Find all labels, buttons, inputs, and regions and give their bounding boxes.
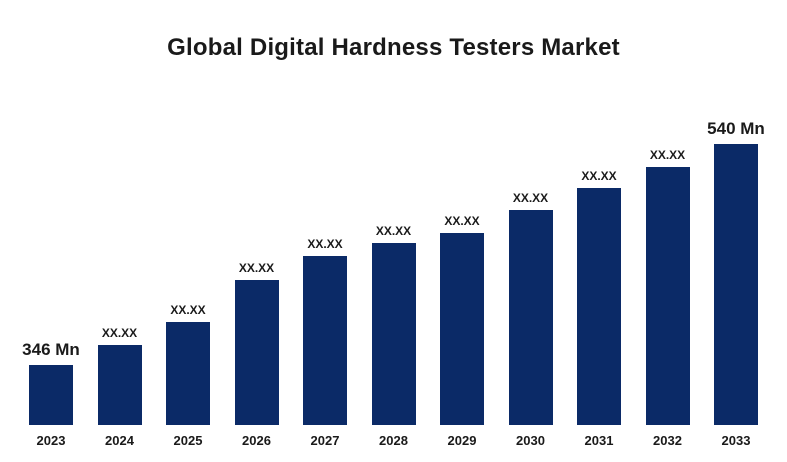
x-tick-label: 2030 — [516, 433, 545, 448]
bar-2031 — [577, 188, 621, 425]
x-tick-label: 2025 — [173, 433, 203, 448]
x-tick-label: 2033 — [721, 433, 751, 448]
bar-value-label: XX.XX — [649, 148, 686, 162]
bar-group-2028: XX.XX 2028 — [361, 224, 427, 448]
bar-value-label: XX.XX — [170, 303, 206, 317]
x-tick-label: 2031 — [584, 433, 614, 448]
bar-group-2033: 540 Mn 2033 — [703, 119, 769, 448]
x-tick-label: 2026 — [242, 433, 271, 448]
x-tick-label: 2024 — [105, 433, 134, 448]
bar-2029 — [440, 233, 484, 425]
bar-2024 — [97, 345, 142, 425]
bar-group-2024: XX.XX 2024 — [87, 326, 153, 448]
x-tick-label: 2023 — [36, 433, 66, 448]
bar-value-label: XX.XX — [238, 261, 275, 275]
bar-value-label: XX.XX — [101, 326, 138, 340]
bar-2026 — [234, 280, 279, 425]
chart-title: Global Digital Hardness Testers Market — [167, 34, 620, 61]
bar-value-label: 540 Mn — [707, 119, 765, 138]
bar-value-label: XX.XX — [444, 214, 480, 228]
bar-value-label: XX.XX — [307, 237, 343, 251]
bar-2027 — [303, 256, 347, 425]
bar-chart-plot-area: 346 Mn 2023 XX.XX 2024 XX.XX 2025 XX.XX … — [18, 100, 769, 448]
bar-2032 — [645, 167, 690, 425]
bar-value-label: XX.XX — [512, 191, 549, 205]
bar-value-label: XX.XX — [375, 224, 412, 238]
x-tick-label: 2029 — [447, 433, 477, 448]
bar-2030 — [508, 210, 553, 425]
bar-group-2032: XX.XX 2032 — [635, 148, 701, 448]
bar-value-label: XX.XX — [581, 169, 617, 183]
bar-group-2027: XX.XX 2027 — [292, 237, 358, 448]
x-tick-label: 2027 — [310, 433, 340, 448]
bar-2028 — [371, 243, 416, 425]
bar-value-label: 346 Mn — [22, 340, 80, 359]
bar-group-2030: XX.XX 2030 — [498, 191, 564, 448]
x-tick-label: 2028 — [379, 433, 408, 448]
bar-2033 — [714, 144, 758, 425]
bar-2023 — [29, 365, 73, 425]
x-tick-label: 2032 — [653, 433, 682, 448]
bar-group-2031: XX.XX 2031 — [566, 169, 632, 448]
bar-group-2025: XX.XX 2025 — [155, 303, 221, 448]
bar-group-2029: XX.XX 2029 — [429, 214, 495, 448]
bar-2025 — [166, 322, 210, 425]
bar-group-2026: XX.XX 2026 — [224, 261, 290, 448]
bar-group-2023: 346 Mn 2023 — [18, 340, 84, 448]
